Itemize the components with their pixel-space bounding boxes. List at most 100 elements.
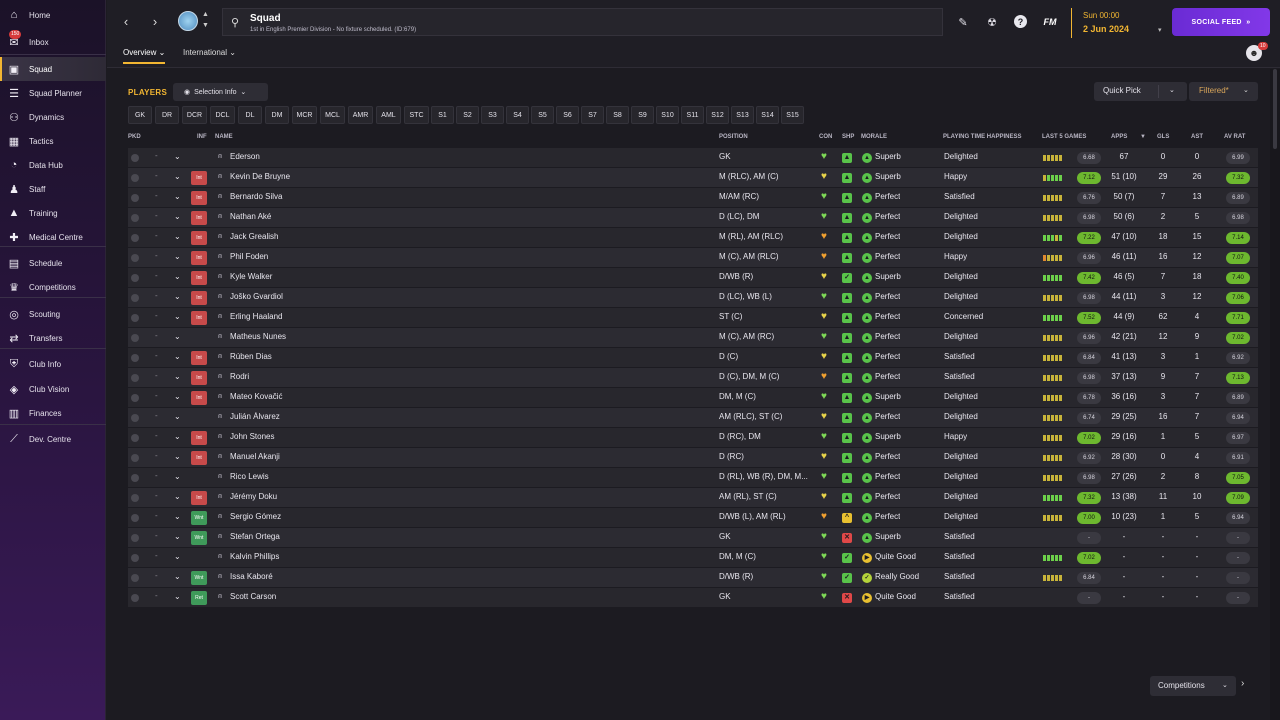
search-box[interactable]: ⚲ Squad 1st in English Premier Division … <box>222 8 943 36</box>
row-expand-chevron-icon[interactable]: ⌄ <box>174 392 181 401</box>
row-expand-chevron-icon[interactable]: ⌄ <box>174 412 181 421</box>
position-filter-stc[interactable]: STC <box>404 106 429 124</box>
sidebar-item-staff[interactable]: ♟ Staff <box>0 177 106 201</box>
column-header-shp[interactable]: SHP <box>842 134 855 140</box>
player-name[interactable]: Joško Gvardiol <box>230 292 283 301</box>
chevron-down-icon[interactable]: ▼ <box>202 22 209 29</box>
row-expand-chevron-icon[interactable]: ⌄ <box>174 172 181 181</box>
position-filter-s9[interactable]: S9 <box>631 106 654 124</box>
position-filter-s7[interactable]: S7 <box>581 106 604 124</box>
pkd-toggle[interactable] <box>131 214 139 222</box>
pkd-toggle[interactable] <box>131 154 139 162</box>
row-expand-chevron-icon[interactable]: ⌄ <box>174 592 181 601</box>
sidebar-item-finances[interactable]: ▥ Finances <box>0 401 106 425</box>
scrollbar-thumb[interactable] <box>1273 69 1277 149</box>
row-expand-chevron-icon[interactable]: ⌄ <box>174 432 181 441</box>
pkd-toggle[interactable] <box>131 354 139 362</box>
pkd-toggle[interactable] <box>131 314 139 322</box>
forward-button[interactable]: › <box>152 13 158 29</box>
social-feed-button[interactable]: SOCIAL FEED » <box>1172 8 1270 36</box>
back-button[interactable]: ‹ <box>123 13 129 29</box>
row-expand-chevron-icon[interactable]: ⌄ <box>174 252 181 261</box>
pkd-toggle[interactable] <box>131 194 139 202</box>
table-row[interactable]: - ⌄ ⍝ Julián Álvarez AM (RLC), ST (C) ♥ ▲ ▲ Perf… <box>128 408 1258 428</box>
player-name[interactable]: Nathan Aké <box>230 212 272 221</box>
sidebar-item-club-info[interactable]: ⛨ Club Info <box>0 352 106 376</box>
row-expand-chevron-icon[interactable]: ⌄ <box>174 232 181 241</box>
table-row[interactable]: - ⌄ Int ⍝ Phil Foden M (C), AM (RLC) ♥ ▲ ▲ Perfec… <box>128 248 1258 268</box>
table-row[interactable]: - ⌄ Int ⍝ Rúben Dias D (C) ♥ ▲ ▲ Perfect Satisfied… <box>128 348 1258 368</box>
table-row[interactable]: - ⌄ Int ⍝ Nathan Aké D (LC), DM ♥ ▲ ▲ Perfect Deli… <box>128 208 1258 228</box>
row-expand-chevron-icon[interactable]: ⌄ <box>174 492 181 501</box>
position-filter-aml[interactable]: AML <box>376 106 401 124</box>
player-name[interactable]: Jérémy Doku <box>230 492 278 501</box>
table-row[interactable]: - ⌄ Int ⍝ Manuel Akanji D (RC) ♥ ▲ ▲ Perfect Delig… <box>128 448 1258 468</box>
row-expand-chevron-icon[interactable]: ⌄ <box>174 532 181 541</box>
scrollbar[interactable] <box>1270 69 1280 720</box>
player-name[interactable]: Issa Kaboré <box>230 572 273 581</box>
column-header-avrat[interactable]: AV RAT <box>1224 134 1246 140</box>
pkd-toggle[interactable] <box>131 294 139 302</box>
position-filter-dcl[interactable]: DCL <box>210 106 235 124</box>
row-expand-chevron-icon[interactable]: ⌄ <box>174 552 181 561</box>
position-filter-s5[interactable]: S5 <box>531 106 554 124</box>
player-name[interactable]: Stefan Ortega <box>230 532 280 541</box>
position-filter-dl[interactable]: DL <box>238 106 262 124</box>
next-arrow-icon[interactable]: › <box>1241 678 1245 689</box>
row-expand-chevron-icon[interactable]: ⌄ <box>174 512 181 521</box>
player-name[interactable]: Bernardo Silva <box>230 192 283 201</box>
player-name[interactable]: Manuel Akanji <box>230 452 280 461</box>
position-filter-s14[interactable]: S14 <box>756 106 779 124</box>
filtered-button[interactable]: Filtered* ⌄ <box>1189 82 1258 101</box>
sidebar-item-competitions[interactable]: ♛ Competitions <box>0 275 106 299</box>
table-row[interactable]: - ⌄ Wnt ⍝ Sergio Gómez D/WB (L), AM (RL) ♥ ^ ▲ Pe… <box>128 508 1258 528</box>
pkd-toggle[interactable] <box>131 334 139 342</box>
player-name[interactable]: Matheus Nunes <box>230 332 287 341</box>
position-filter-s3[interactable]: S3 <box>481 106 504 124</box>
table-row[interactable]: - ⌄ ⍝ Ederson GK ♥ ▲ ▲ Superb Delighted 6.68 67 0 0 6.… <box>128 148 1258 168</box>
table-row[interactable]: - ⌄ ⍝ Rico Lewis D (RL), WB (R), DM, M... ♥ ▲ ▲… <box>128 468 1258 488</box>
row-expand-chevron-icon[interactable]: ⌄ <box>174 452 181 461</box>
table-row[interactable]: - ⌄ Int ⍝ Erling Haaland ST (C) ♥ ▲ ▲ Perfect Conc… <box>128 308 1258 328</box>
pkd-toggle[interactable] <box>131 374 139 382</box>
position-filter-s11[interactable]: S11 <box>681 106 704 124</box>
position-filter-s12[interactable]: S12 <box>706 106 729 124</box>
table-row[interactable]: - ⌄ Int ⍝ Rodri D (C), DM, M (C) ♥ ▲ ▲ Perfect Sat… <box>128 368 1258 388</box>
row-expand-chevron-icon[interactable]: ⌄ <box>174 372 181 381</box>
column-header-con[interactable]: CON <box>819 134 833 140</box>
row-expand-chevron-icon[interactable]: ⌄ <box>174 152 181 161</box>
player-name[interactable]: Sergio Gómez <box>230 512 282 521</box>
user-icon[interactable]: ☻ <box>1246 45 1262 61</box>
table-row[interactable]: - ⌄ ⍝ Matheus Nunes M (C), AM (RC) ♥ ▲ ▲ Perfect… <box>128 328 1258 348</box>
sidebar-item-data-hub[interactable]: ◔ Data Hub <box>0 153 106 177</box>
position-filter-mcl[interactable]: MCL <box>320 106 345 124</box>
sidebar-item-club-vision[interactable]: ◈ Club Vision <box>0 377 106 401</box>
position-filter-s8[interactable]: S8 <box>606 106 629 124</box>
pkd-toggle[interactable] <box>131 574 139 582</box>
sidebar-item-training[interactable]: ▲ Training <box>0 201 106 225</box>
player-name[interactable]: Mateo Kovačić <box>230 392 283 401</box>
sidebar-item-scouting[interactable]: ◎ Scouting <box>0 302 106 326</box>
sidebar-item-home[interactable]: ⌂ Home <box>0 3 106 27</box>
player-name[interactable]: Kyle Walker <box>230 272 273 281</box>
row-expand-chevron-icon[interactable]: ⌄ <box>174 572 181 581</box>
position-filter-dcr[interactable]: DCR <box>182 106 207 124</box>
player-name[interactable]: Kevin De Bruyne <box>230 172 291 181</box>
player-name[interactable]: Erling Haaland <box>230 312 283 321</box>
fm-menu-button[interactable]: FM <box>1043 17 1057 27</box>
table-row[interactable]: - ⌄ Int ⍝ Jérémy Doku AM (RL), ST (C) ♥ ▲ ▲ Perfe… <box>128 488 1258 508</box>
pkd-toggle[interactable] <box>131 454 139 462</box>
pkd-toggle[interactable] <box>131 234 139 242</box>
table-row[interactable]: - ⌄ ⍝ Kalvin Phillips DM, M (C) ♥ ✓ ▶ Quite Good… <box>128 548 1258 568</box>
selection-info-button[interactable]: ◉ Selection Info ⌄ <box>173 83 268 101</box>
pkd-toggle[interactable] <box>131 274 139 282</box>
column-header-last5[interactable]: LAST 5 GAMES <box>1042 134 1087 140</box>
sidebar-item-dynamics[interactable]: ⚇ Dynamics <box>0 105 106 129</box>
position-filter-mcr[interactable]: MCR <box>292 106 317 124</box>
player-name[interactable]: Julián Álvarez <box>230 412 280 421</box>
position-filter-s2[interactable]: S2 <box>456 106 479 124</box>
player-name[interactable]: Rico Lewis <box>230 472 269 481</box>
table-row[interactable]: - ⌄ Int ⍝ Jack Grealish M (RL), AM (RLC) ♥ ▲ ▲ Pe… <box>128 228 1258 248</box>
position-filter-s1[interactable]: S1 <box>431 106 454 124</box>
player-name[interactable]: Rodri <box>230 372 250 381</box>
